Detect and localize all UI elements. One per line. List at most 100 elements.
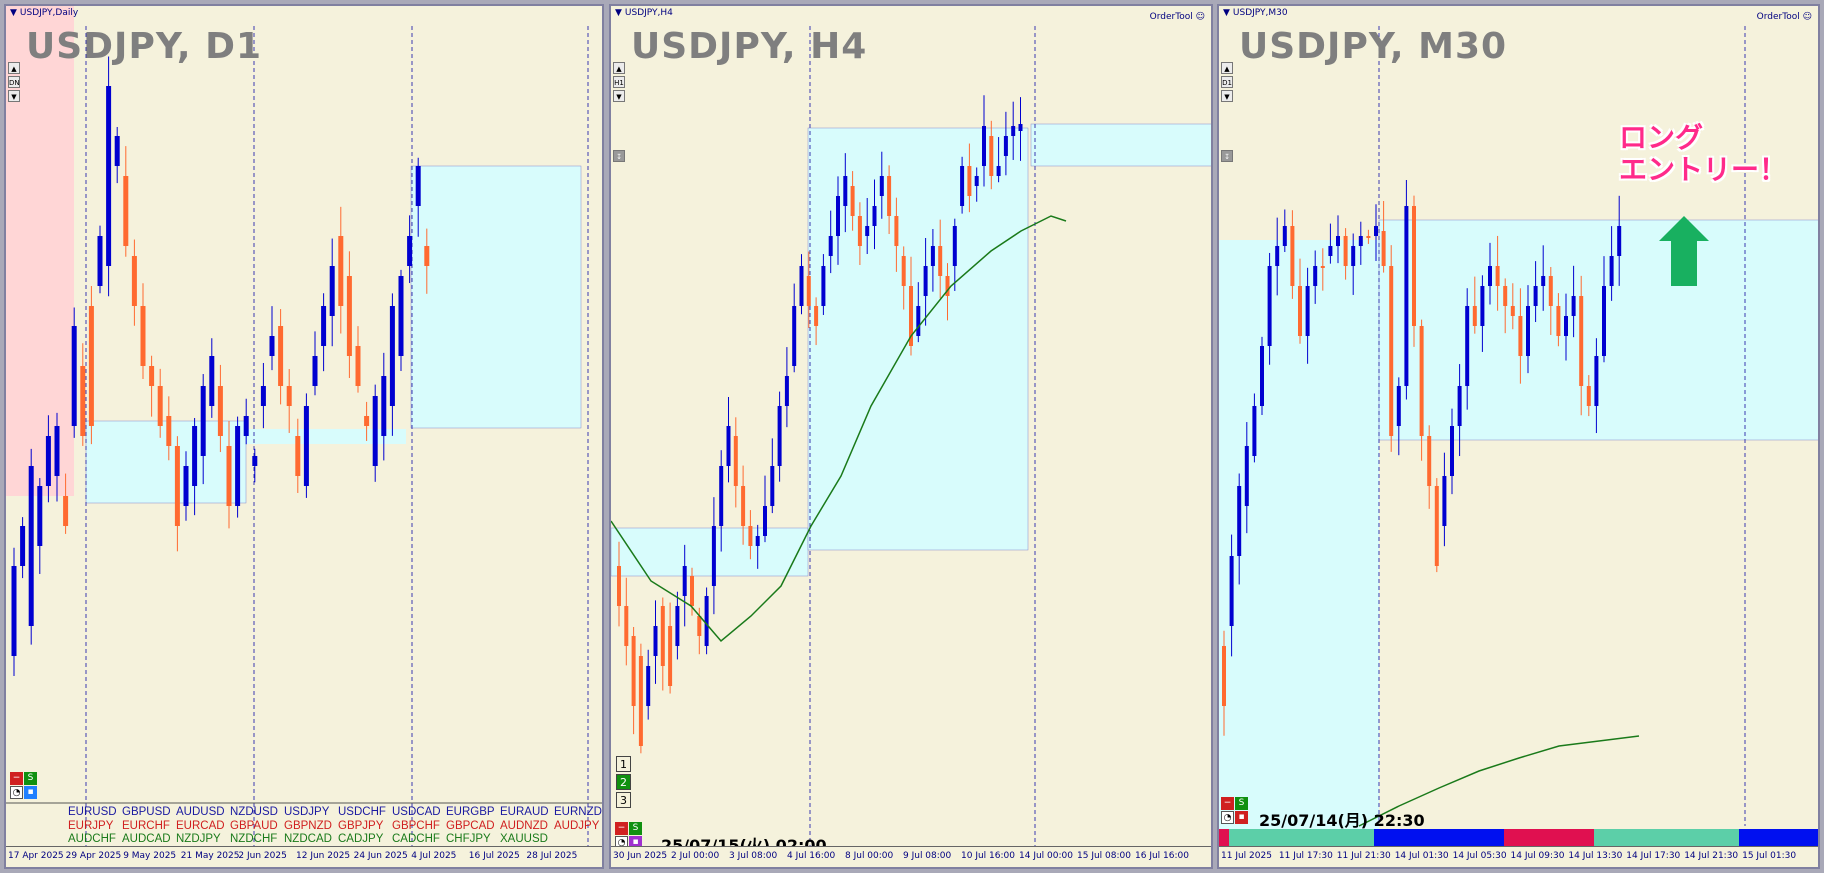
order-tool-label[interactable]: OrderTool ☺	[1149, 12, 1205, 22]
eraser-icon[interactable]: ◔	[10, 786, 23, 799]
symbol-link[interactable]: GBPNZD	[284, 819, 332, 832]
minus-button[interactable]: −	[1221, 797, 1234, 810]
symbol-link[interactable]: USDCAD	[392, 806, 441, 818]
s-button[interactable]: S	[629, 822, 642, 835]
price-chart-d1[interactable]	[6, 6, 604, 869]
square-button[interactable]: ▪	[1235, 811, 1248, 824]
long-entry-annotation: ロング エントリー！	[1619, 122, 1787, 186]
minus-button[interactable]: −	[615, 822, 628, 835]
scroll-down-button[interactable]: ▼	[8, 90, 20, 102]
candle-body	[97, 236, 103, 286]
symbol-link[interactable]: CADJPY	[338, 833, 384, 845]
menu-triangle-icon[interactable]: ▼	[615, 8, 622, 18]
symbol-link[interactable]: AUDUSD	[176, 806, 225, 818]
candle-body	[982, 126, 986, 166]
symbol-link[interactable]: EURJPY	[68, 819, 114, 832]
candle-body	[1571, 296, 1576, 316]
symbol-link[interactable]: EURAUD	[500, 806, 549, 818]
symbol-link[interactable]: GBPAUD	[230, 819, 278, 832]
symbol-link[interactable]: NZDCAD	[284, 833, 332, 845]
scroll-down-button[interactable]: ▼	[613, 90, 625, 102]
chart-window-d1[interactable]: ▼ USDJPY,Daily USDJPY, D1 ▲ DN ▼ − S ◔ ▪ …	[4, 4, 604, 869]
price-chart-m30[interactable]	[1219, 6, 1820, 869]
symbol-row-minors: AUDCHF AUDCAD NZDJPY NZDCHF NZDCAD CADJPY CADC…	[68, 833, 602, 847]
eraser-icon[interactable]: ◔	[1221, 811, 1234, 824]
menu-triangle-icon[interactable]: ▼	[10, 8, 17, 18]
candle-body	[1450, 426, 1454, 476]
demand-zone	[1030, 123, 1211, 167]
chart-window-h4[interactable]: ▼ USDJPY,H4 OrderTool ☺ USDJPY, H4 ▲ H1 ▼…	[609, 4, 1213, 869]
time-axis: 30 Jun 2025 2 Jul 00:00 3 Jul 08:00 4 Jul 1…	[611, 846, 1211, 867]
candle-body	[131, 256, 137, 306]
symbol-link[interactable]: EURGBP	[446, 806, 495, 818]
timeframe-button[interactable]: D1	[1221, 76, 1233, 88]
symbol-link[interactable]: GBPCAD	[446, 819, 495, 832]
scroll-down-button[interactable]: ▼	[1221, 90, 1233, 102]
timeframe-button[interactable]: DN	[8, 76, 20, 88]
menu-triangle-icon[interactable]: ▼	[1223, 8, 1230, 18]
candle-body	[668, 626, 673, 686]
symbol-link[interactable]: GBPCHF	[392, 819, 440, 832]
symbol-link[interactable]: XAUUSD	[500, 833, 548, 845]
symbol-link[interactable]: GBPJPY	[338, 819, 384, 832]
candle-body	[901, 256, 906, 286]
candle-body	[1617, 226, 1622, 256]
square-button[interactable]: ▪	[24, 786, 37, 799]
session-band	[1374, 829, 1504, 849]
symbol-link[interactable]: EURNZD	[554, 806, 602, 818]
scroll-up-button[interactable]: ▲	[8, 62, 20, 74]
timeframe-button-1[interactable]: 1	[616, 756, 631, 772]
symbol-link[interactable]: USDCHF	[338, 806, 386, 818]
timeframe-button-2[interactable]: 2	[616, 774, 631, 790]
session-band	[1739, 829, 1818, 849]
symbol-link[interactable]: GBPUSD	[122, 806, 171, 818]
candle-body	[338, 236, 344, 306]
candle-body	[879, 176, 884, 196]
candle-body	[1282, 226, 1287, 246]
candle-body	[329, 266, 335, 316]
timeframe-button[interactable]: H1	[613, 76, 625, 88]
symbol-link[interactable]: NZDUSD	[230, 806, 278, 818]
chart-window-m30[interactable]: ▼ USDJPY,M30 OrderTool ☺ USDJPY, M30 ▲ D1…	[1217, 4, 1820, 869]
symbol-row-majors: EURUSD GBPUSD AUDUSD NZDUSD USDJPY USDCHF USDC…	[68, 806, 602, 820]
candle-body	[887, 176, 892, 216]
symbol-link[interactable]: AUDCAD	[122, 833, 171, 845]
minus-button[interactable]: −	[10, 772, 23, 785]
symbol-link[interactable]: NZDCHF	[230, 833, 278, 845]
symbol-link[interactable]: NZDJPY	[176, 833, 221, 845]
price-chart-h4[interactable]	[611, 6, 1213, 869]
chart-shift-button[interactable]: ↧	[613, 150, 625, 162]
symbol-link[interactable]: AUDJPY	[554, 819, 600, 832]
order-tool-label[interactable]: OrderTool ☺	[1756, 12, 1812, 22]
symbol-link[interactable]: AUDCHF	[68, 833, 116, 845]
candle-body	[719, 466, 724, 526]
session-band	[1504, 829, 1594, 849]
symbol-link[interactable]: CHFJPY	[446, 833, 491, 845]
scroll-up-button[interactable]: ▲	[613, 62, 625, 74]
candle-body	[235, 426, 241, 506]
chart-shift-button[interactable]: ↧	[1221, 150, 1233, 162]
candle-body	[799, 266, 804, 306]
symbol-link[interactable]: CADCHF	[392, 833, 440, 845]
candle-body	[1472, 306, 1477, 326]
symbol-link[interactable]: AUDNZD	[500, 819, 548, 832]
s-button[interactable]: S	[24, 772, 37, 785]
window-title: ▼ USDJPY,H4	[615, 8, 673, 18]
candle-body	[45, 436, 51, 486]
candle-body	[295, 436, 301, 476]
time-tick-label: 17 Apr 2025	[8, 851, 64, 861]
time-tick-label: 15 Jul 08:00	[1077, 851, 1131, 861]
time-tick-label: 10 Jul 16:00	[961, 851, 1015, 861]
symbol-link[interactable]: EURUSD	[68, 806, 117, 818]
scroll-up-button[interactable]: ▲	[1221, 62, 1233, 74]
candle-body	[1518, 316, 1523, 356]
symbol-link[interactable]: EURCHF	[122, 819, 170, 832]
candle-body	[114, 136, 120, 166]
square-button[interactable]: ▪	[629, 836, 642, 849]
s-button[interactable]: S	[1235, 797, 1248, 810]
symbol-link[interactable]: EURCAD	[176, 819, 225, 832]
timeframe-button-3[interactable]: 3	[616, 792, 631, 808]
symbol-link[interactable]: USDJPY	[284, 806, 330, 818]
candle-body	[54, 426, 60, 476]
candle-body	[28, 466, 34, 626]
